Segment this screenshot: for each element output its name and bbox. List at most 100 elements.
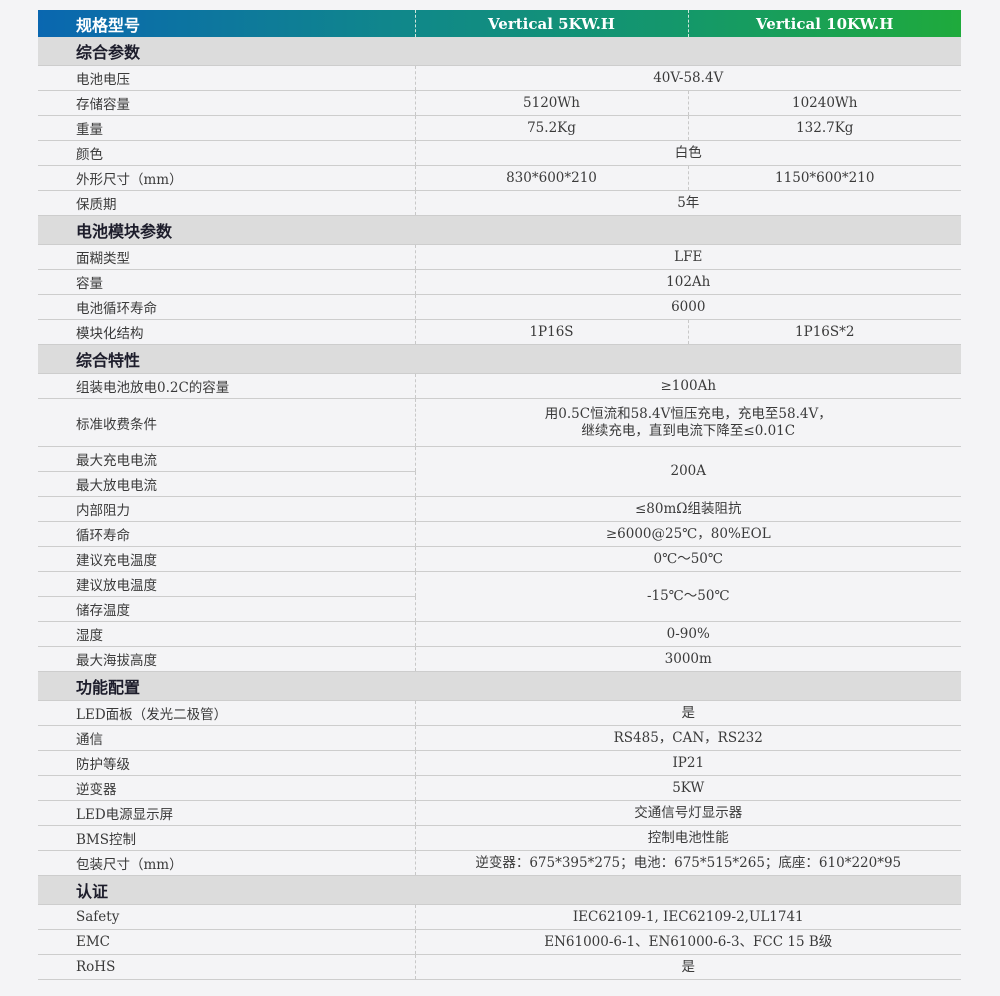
spec-value-line: LFE bbox=[674, 248, 703, 265]
spec-value: 白色 bbox=[414, 140, 961, 166]
table-row: 内部阻力 ≤80mΩ组装阻抗 bbox=[38, 496, 961, 522]
table-row: 通信 RS485，CAN，RS232 bbox=[38, 725, 961, 751]
spec-value-10kw: 1150*600*210 bbox=[687, 165, 961, 191]
spec-label: 最大放电电流 bbox=[38, 471, 415, 497]
spec-label: 面糊类型 bbox=[38, 244, 415, 270]
spec-value: IP21 bbox=[414, 750, 961, 776]
spec-value-line: 5KW bbox=[672, 779, 705, 796]
spec-value: ≥6000@25℃，80%EOL bbox=[414, 521, 961, 547]
spec-value-line: 102Ah bbox=[666, 273, 711, 290]
spec-label: 重量 bbox=[38, 115, 415, 141]
table-row: 最大充电电流 200A bbox=[38, 446, 961, 497]
spec-value-line: ≥6000@25℃，80%EOL bbox=[605, 525, 771, 542]
spec-label: 通信 bbox=[38, 725, 415, 751]
spec-value: 用0.5C恒流和58.4V恒压充电，充电至58.4V， 继续充电，直到电流下降至≤… bbox=[414, 398, 961, 447]
table-row: 最大放电电流 bbox=[38, 471, 961, 497]
section-row: 功能配置 bbox=[38, 671, 961, 701]
table-row: 组装电池放电0.2C的容量 ≥100Ah bbox=[38, 373, 961, 399]
table-row: 循环寿命 ≥6000@25℃，80%EOL bbox=[38, 521, 961, 547]
spec-value-line: -15℃～50℃ bbox=[646, 588, 730, 604]
table-row: 标准收费条件 用0.5C恒流和58.4V恒压充电，充电至58.4V， 继续充电，直到… bbox=[38, 398, 961, 447]
table-row: LED面板（发光二极管） 是 bbox=[38, 700, 961, 726]
section-row: 综合参数 bbox=[38, 37, 961, 66]
header-model-1: Vertical 5KW.H bbox=[414, 10, 688, 37]
spec-value-5kw: 1P16S bbox=[414, 319, 688, 345]
spec-value: IEC62109-1, IEC62109-2,UL1741 bbox=[414, 904, 961, 930]
spec-label: 湿度 bbox=[38, 621, 415, 647]
table-row: EMC EN61000-6-1、EN61000-6-3、FCC 15 B级 bbox=[38, 929, 961, 955]
spec-label: 组装电池放电0.2C的容量 bbox=[38, 373, 415, 399]
spec-value: 交通信号灯显示器 bbox=[414, 800, 961, 826]
spec-value: 是 bbox=[414, 954, 961, 980]
spec-value: EN61000-6-1、EN61000-6-3、FCC 15 B级 bbox=[414, 929, 961, 955]
table-row: 湿度 0-90% bbox=[38, 621, 961, 647]
table-row: 外形尺寸（mm） 830*600*210 1150*600*210 bbox=[38, 165, 961, 191]
spec-label: 电池循环寿命 bbox=[38, 294, 415, 320]
section-title: 综合特性 bbox=[38, 344, 961, 374]
table-row: 存储容量 5120Wh 10240Wh bbox=[38, 90, 961, 116]
spec-value-line: 5年 bbox=[677, 194, 700, 211]
table-row: 逆变器 5KW bbox=[38, 775, 961, 801]
spec-value-5kw: 75.2Kg bbox=[414, 115, 688, 141]
spec-label: 模块化结构 bbox=[38, 319, 415, 345]
spec-label: 保质期 bbox=[38, 190, 415, 216]
table-row: BMS控制 控制电池性能 bbox=[38, 825, 961, 851]
spec-value: 5年 bbox=[414, 190, 961, 216]
table-row: 电池循环寿命 6000 bbox=[38, 294, 961, 320]
spec-value-line: 交通信号灯显示器 bbox=[634, 804, 743, 821]
section-row: 认证 bbox=[38, 875, 961, 905]
spec-label: 最大海拔高度 bbox=[38, 646, 415, 672]
spec-label: 容量 bbox=[38, 269, 415, 295]
spec-value-line: 是 bbox=[681, 704, 696, 721]
spec-value-line: ≥100Ah bbox=[660, 377, 717, 394]
spec-value-line: 继续充电，直到电流下降至≤0.01C bbox=[581, 422, 796, 439]
table-row: 电池电压 40V-58.4V bbox=[38, 65, 961, 91]
spec-value-10kw: 1P16S*2 bbox=[687, 319, 961, 345]
table-row: 包装尺寸（mm） 逆变器：675*395*275；电池：675*515*265；底… bbox=[38, 850, 961, 876]
table-row: 重量 75.2Kg 132.7Kg bbox=[38, 115, 961, 141]
spec-value: 5KW bbox=[414, 775, 961, 801]
table-row: 保质期 5年 bbox=[38, 190, 961, 216]
table-row: 颜色 白色 bbox=[38, 140, 961, 166]
section-row: 电池模块参数 bbox=[38, 215, 961, 245]
spec-label: 建议放电温度 bbox=[38, 571, 415, 597]
spec-value-line: IP21 bbox=[672, 754, 705, 771]
spec-label: 逆变器 bbox=[38, 775, 415, 801]
section-row: 综合特性 bbox=[38, 344, 961, 374]
spec-value-line: RS485，CAN，RS232 bbox=[613, 729, 763, 746]
table-row: RoHS 是 bbox=[38, 954, 961, 980]
spec-label: 标准收费条件 bbox=[38, 398, 415, 447]
spec-value: 40V-58.4V bbox=[414, 65, 961, 91]
spec-label: 建议充电温度 bbox=[38, 546, 415, 572]
table-row: 面糊类型 LFE bbox=[38, 244, 961, 270]
spec-value: 逆变器：675*395*275；电池：675*515*265；底座：610*22… bbox=[414, 850, 961, 876]
table-row: Safety IEC62109-1, IEC62109-2,UL1741 bbox=[38, 904, 961, 930]
table-row: LED电源显示屏 交通信号灯显示器 bbox=[38, 800, 961, 826]
spec-value: ≤80mΩ组装阻抗 bbox=[414, 496, 961, 522]
spec-label: BMS控制 bbox=[38, 825, 415, 851]
spec-label: 包装尺寸（mm） bbox=[38, 850, 415, 876]
spec-label: LED面板（发光二极管） bbox=[38, 700, 415, 726]
section-title: 功能配置 bbox=[38, 671, 961, 701]
spec-value-5kw: 5120Wh bbox=[414, 90, 688, 116]
spec-value: LFE bbox=[414, 244, 961, 270]
spec-value-line: 200A bbox=[670, 463, 707, 479]
spec-value-line: 白色 bbox=[674, 144, 702, 161]
spec-label: 最大充电电流 bbox=[38, 446, 415, 472]
table-row: 模块化结构 1P16S 1P16S*2 bbox=[38, 319, 961, 345]
spec-value-line: IEC62109-1, IEC62109-2,UL1741 bbox=[572, 908, 804, 925]
spec-value: 6000 bbox=[414, 294, 961, 320]
spec-label: Safety bbox=[38, 904, 415, 930]
spec-value-line: 是 bbox=[681, 958, 696, 975]
spec-value-line: 6000 bbox=[671, 298, 706, 315]
header-row: 规格型号 Vertical 5KW.H Vertical 10KW.H bbox=[38, 10, 961, 37]
spec-value: 控制电池性能 bbox=[414, 825, 961, 851]
spec-value-line: ≤80mΩ组装阻抗 bbox=[635, 500, 742, 517]
table-row: 建议放电温度 -15℃～50℃ bbox=[38, 571, 961, 622]
spec-table: 规格型号 Vertical 5KW.H Vertical 10KW.H 综合参数… bbox=[38, 10, 961, 980]
spec-value-line: 3000m bbox=[664, 650, 712, 667]
spec-label: EMC bbox=[38, 929, 415, 955]
spec-value: -15℃～50℃ bbox=[414, 571, 961, 622]
header-label: 规格型号 bbox=[76, 15, 141, 35]
spec-label: 颜色 bbox=[38, 140, 415, 166]
